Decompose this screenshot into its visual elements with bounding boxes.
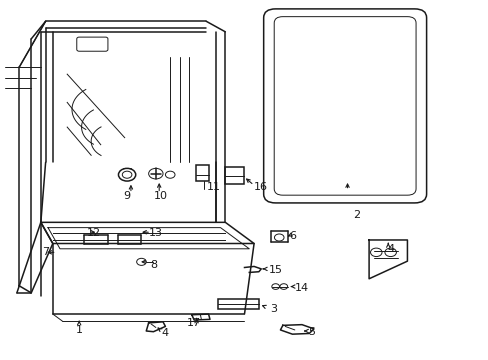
Text: 10: 10: [153, 191, 167, 201]
Text: 5: 5: [307, 327, 314, 337]
Text: 4: 4: [162, 328, 169, 338]
Text: 4: 4: [386, 244, 393, 254]
Bar: [195, 165, 208, 181]
Text: 8: 8: [150, 260, 157, 270]
Text: 15: 15: [268, 265, 282, 275]
Text: 3: 3: [269, 304, 276, 314]
Text: 2: 2: [353, 210, 360, 220]
Text: 13: 13: [148, 228, 163, 238]
Text: 14: 14: [294, 283, 308, 293]
Bar: [225, 167, 243, 184]
Text: 9: 9: [123, 191, 130, 201]
Bar: [218, 299, 258, 309]
Text: 7: 7: [42, 247, 49, 257]
Text: 12: 12: [86, 228, 101, 238]
Text: 17: 17: [187, 318, 201, 328]
Text: 16: 16: [254, 182, 268, 192]
Text: 6: 6: [288, 231, 295, 242]
Text: 11: 11: [206, 182, 220, 192]
Text: 1: 1: [76, 325, 82, 335]
